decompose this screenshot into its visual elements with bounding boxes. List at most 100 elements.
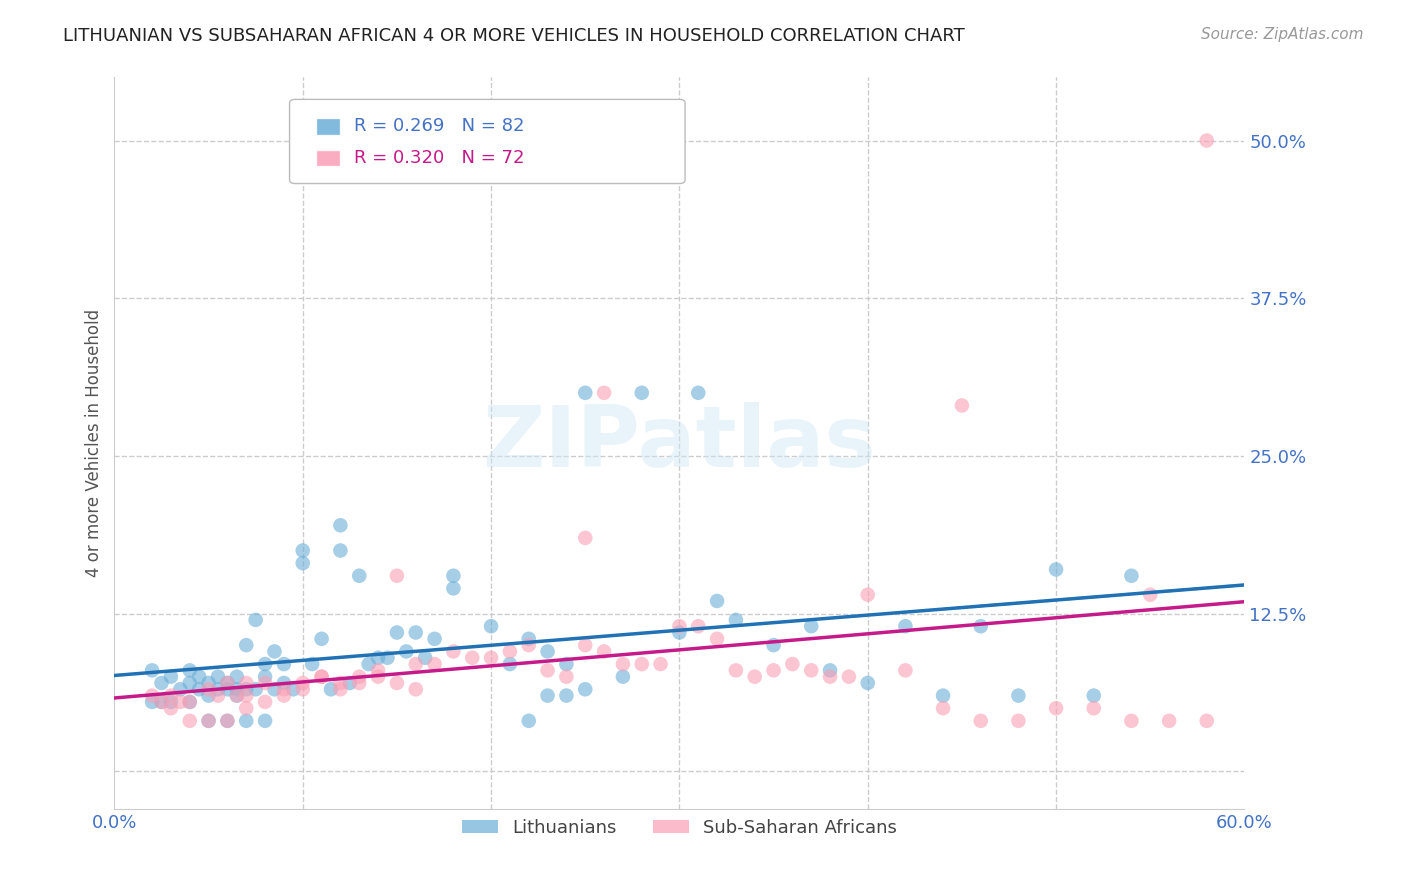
- Point: [1139, 588, 1161, 602]
- Point: [150, 695, 173, 709]
- Point: [207, 670, 229, 684]
- Point: [367, 670, 389, 684]
- Point: [555, 689, 578, 703]
- Point: [160, 701, 183, 715]
- Point: [385, 568, 408, 582]
- Point: [838, 670, 860, 684]
- Point: [762, 664, 785, 678]
- Point: [818, 664, 841, 678]
- Point: [357, 657, 380, 671]
- Point: [630, 657, 652, 671]
- Point: [668, 625, 690, 640]
- Point: [612, 670, 634, 684]
- Point: [254, 676, 277, 690]
- Point: [1083, 689, 1105, 703]
- Point: [207, 689, 229, 703]
- Point: [235, 689, 257, 703]
- Point: [894, 619, 917, 633]
- Point: [225, 689, 247, 703]
- Point: [441, 568, 464, 582]
- Point: [782, 657, 804, 671]
- Point: [197, 682, 219, 697]
- Point: [395, 644, 418, 658]
- Point: [235, 701, 257, 715]
- Point: [188, 682, 211, 697]
- Point: [413, 650, 436, 665]
- Point: [291, 556, 314, 570]
- Point: [555, 657, 578, 671]
- Point: [217, 676, 239, 690]
- Y-axis label: 4 or more Vehicles in Household: 4 or more Vehicles in Household: [86, 310, 103, 577]
- Point: [179, 664, 201, 678]
- Point: [932, 689, 955, 703]
- Point: [724, 664, 747, 678]
- Point: [367, 664, 389, 678]
- Point: [254, 670, 277, 684]
- Point: [311, 632, 333, 646]
- Point: [273, 676, 295, 690]
- Point: [235, 676, 257, 690]
- Point: [301, 657, 323, 671]
- Point: [273, 657, 295, 671]
- Point: [160, 695, 183, 709]
- Point: [1157, 714, 1180, 728]
- Point: [856, 676, 879, 690]
- Point: [283, 682, 305, 697]
- Point: [1083, 701, 1105, 715]
- Point: [235, 638, 257, 652]
- Text: R = 0.320   N = 72: R = 0.320 N = 72: [354, 149, 524, 167]
- Point: [179, 676, 201, 690]
- Point: [1045, 701, 1067, 715]
- Point: [593, 385, 616, 400]
- Text: R = 0.269   N = 82: R = 0.269 N = 82: [354, 118, 524, 136]
- Point: [254, 714, 277, 728]
- Point: [197, 676, 219, 690]
- Point: [263, 644, 285, 658]
- Point: [217, 714, 239, 728]
- Point: [800, 619, 823, 633]
- Point: [311, 670, 333, 684]
- Point: [349, 676, 371, 690]
- Point: [188, 670, 211, 684]
- Point: [612, 657, 634, 671]
- Point: [706, 594, 728, 608]
- FancyBboxPatch shape: [290, 99, 685, 184]
- Point: [744, 670, 766, 684]
- Point: [319, 682, 342, 697]
- Text: Source: ZipAtlas.com: Source: ZipAtlas.com: [1201, 27, 1364, 42]
- Point: [179, 695, 201, 709]
- Point: [349, 568, 371, 582]
- Point: [329, 682, 352, 697]
- Point: [932, 701, 955, 715]
- Point: [225, 682, 247, 697]
- Point: [329, 543, 352, 558]
- Point: [405, 625, 427, 640]
- Point: [499, 644, 522, 658]
- Point: [367, 650, 389, 665]
- Point: [856, 588, 879, 602]
- Point: [517, 714, 540, 728]
- Point: [385, 676, 408, 690]
- Point: [405, 682, 427, 697]
- Point: [1195, 714, 1218, 728]
- Point: [235, 682, 257, 697]
- Point: [593, 644, 616, 658]
- Point: [688, 619, 710, 633]
- Point: [970, 619, 993, 633]
- Point: [150, 676, 173, 690]
- Point: [291, 543, 314, 558]
- Point: [217, 676, 239, 690]
- FancyBboxPatch shape: [315, 150, 340, 166]
- Point: [536, 689, 558, 703]
- Point: [179, 714, 201, 728]
- Point: [441, 582, 464, 596]
- Point: [291, 682, 314, 697]
- Point: [217, 682, 239, 697]
- Point: [574, 682, 596, 697]
- Point: [1121, 568, 1143, 582]
- Point: [225, 670, 247, 684]
- Point: [1007, 714, 1029, 728]
- Point: [329, 676, 352, 690]
- Point: [1195, 134, 1218, 148]
- Point: [197, 714, 219, 728]
